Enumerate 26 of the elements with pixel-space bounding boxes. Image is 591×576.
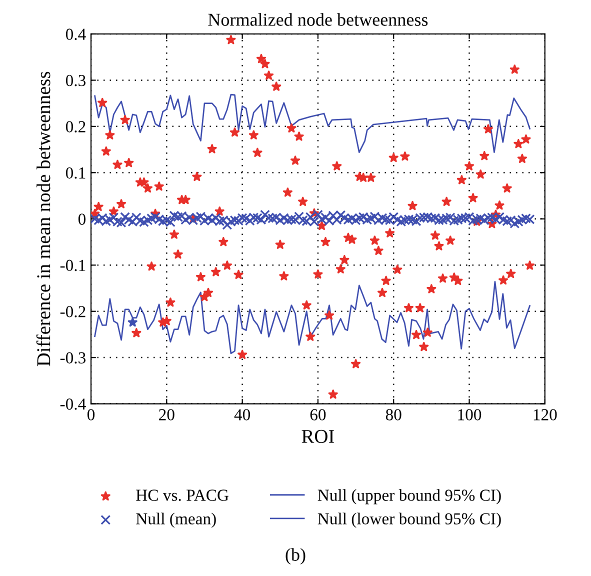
x-tick-label: 60 bbox=[310, 409, 326, 420]
legend-label: Null (mean) bbox=[136, 512, 216, 528]
chart-title: Normalized node betweenness bbox=[208, 13, 428, 26]
x-axis-title: ROI bbox=[302, 430, 334, 443]
y-tick-label: 0.1 bbox=[66, 167, 86, 179]
text: (b) bbox=[286, 548, 306, 564]
legend-label: HC vs. PACG bbox=[136, 490, 228, 501]
y-tick-label: -0.1 bbox=[60, 260, 86, 272]
y-tick-label: -0.2 bbox=[60, 306, 86, 318]
x-tick-label: 40 bbox=[234, 409, 250, 420]
y-axis-title: Difference in mean node betweenness bbox=[36, 72, 50, 366]
y-tick-label: 0.2 bbox=[66, 121, 86, 132]
x-tick-label: 120 bbox=[534, 409, 557, 420]
y-tick-label: -0.3 bbox=[60, 352, 86, 364]
x-tick-label: 80 bbox=[386, 409, 402, 420]
y-tick-label: 0.3 bbox=[66, 74, 86, 86]
legend-label: Null (upper bound 95% CI) bbox=[318, 489, 501, 504]
y-tick-label: 0 bbox=[78, 214, 86, 225]
y-tick-label: 0.4 bbox=[66, 28, 86, 40]
line-series bbox=[94, 94, 530, 154]
line-series bbox=[94, 281, 530, 354]
x-tick-label: 100 bbox=[458, 409, 482, 420]
legend-label: Null (lower bound 95% CI) bbox=[318, 512, 501, 528]
x-tick-label: 0 bbox=[87, 409, 95, 420]
x-tick-label: 20 bbox=[159, 409, 174, 420]
y-tick-label: -0.4 bbox=[60, 398, 86, 410]
